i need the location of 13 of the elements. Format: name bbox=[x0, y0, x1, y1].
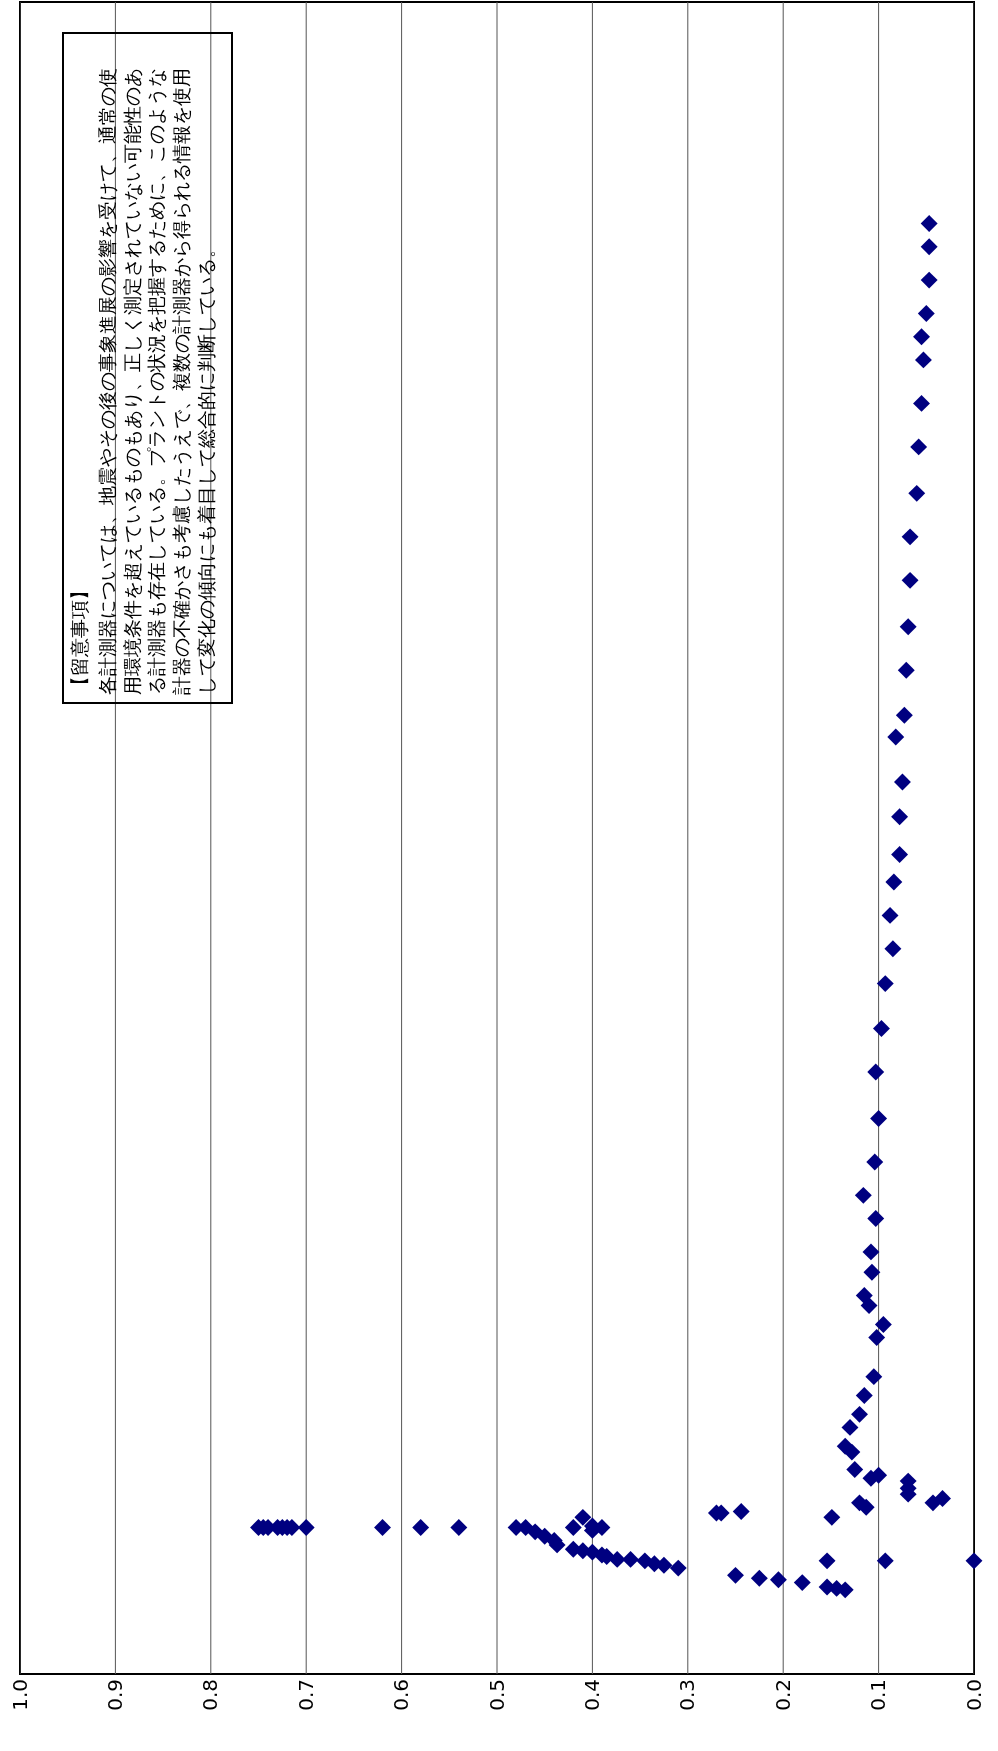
annotation: 【留意事項】 bbox=[68, 581, 90, 695]
x-tick-label: 0.2 bbox=[770, 1679, 795, 1711]
x-tick-label: 0.7 bbox=[293, 1679, 318, 1711]
annotation: 各計測器については、地震やその後の事象進展の影響を受けて、通常の使用環境条件を超えているものもあり、正しく測定されていない可能性のある計測器も存在している。プラントの状況を把握するために、このような計器の不確かさも考慮したうえで、複数の計測器から得られる情報を使用して変化の傾向にも着目して総合的に判断している。 bbox=[96, 68, 217, 695]
x-tick-label: 0.5 bbox=[484, 1679, 509, 1711]
x-tick-label: 0.9 bbox=[102, 1679, 127, 1711]
x-tick-label: 0.0 bbox=[961, 1679, 986, 1711]
x-tick-label: 0.8 bbox=[198, 1679, 223, 1711]
x-tick-label: 0.1 bbox=[866, 1679, 891, 1711]
x-tick-label: 0.6 bbox=[389, 1679, 414, 1711]
x-tick-label: 0.4 bbox=[579, 1679, 604, 1711]
x-tick-label: 1.0 bbox=[7, 1679, 32, 1711]
x-tick-label: 0.3 bbox=[675, 1679, 700, 1711]
